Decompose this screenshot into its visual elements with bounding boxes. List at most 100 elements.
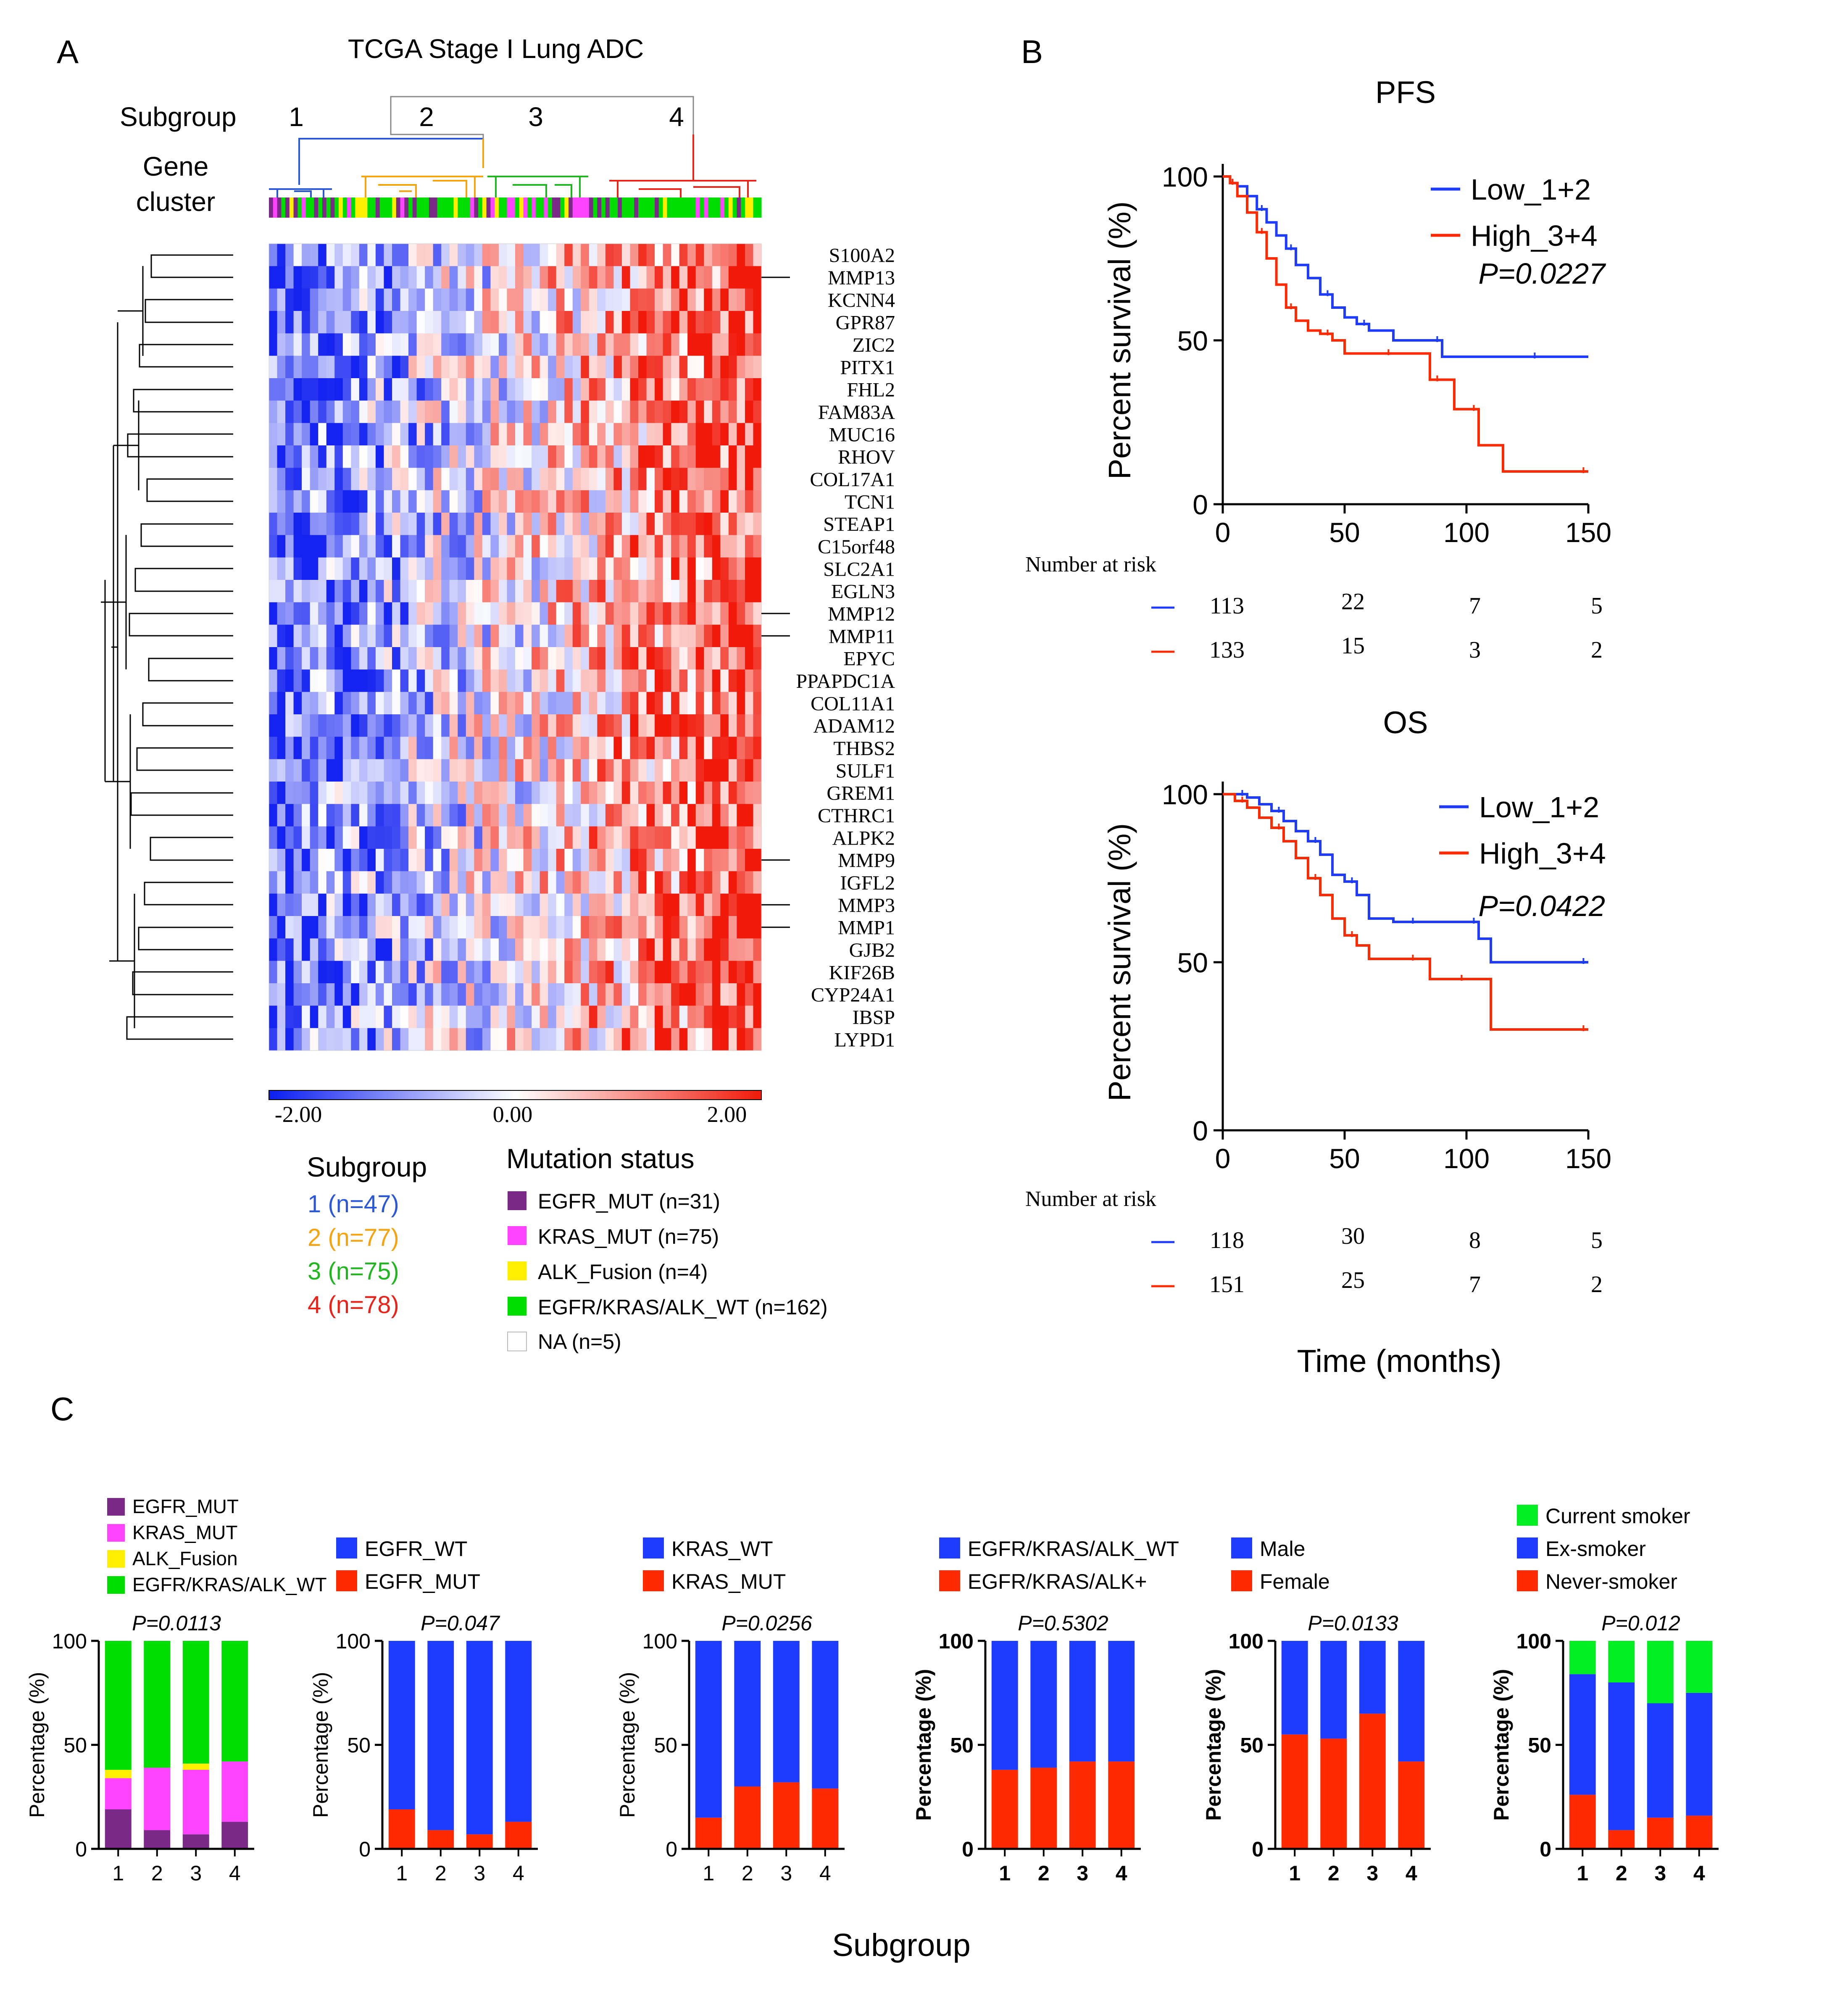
mutation-status-cell — [289, 197, 294, 218]
heatmap-cell — [359, 916, 368, 939]
heatmap-cell — [342, 782, 351, 804]
bar-x-tick-label: 1 — [112, 1861, 124, 1885]
heatmap-cell — [318, 714, 327, 737]
heatmap-cell — [712, 400, 721, 424]
heatmap-cell — [589, 804, 598, 827]
bar-segment — [105, 1809, 132, 1849]
heatmap-cell — [556, 804, 565, 827]
km-legend-label: Low_1+2 — [1479, 791, 1599, 824]
bar-legend-label: EGFR/KRAS/ALK_WT — [132, 1574, 327, 1595]
mutation-status-cell — [425, 197, 429, 218]
heatmap-cell — [458, 916, 466, 939]
heatmap-cell — [310, 400, 319, 424]
risk-count: 2 — [1591, 1272, 1603, 1298]
heatmap-cell — [277, 266, 286, 289]
heatmap-cell — [613, 288, 622, 311]
heatmap-cell — [342, 513, 351, 535]
km-y-tick-label: 50 — [1177, 325, 1208, 356]
heatmap-cell — [597, 400, 606, 424]
heatmap-cell — [712, 737, 721, 760]
heatmap-cell — [384, 288, 392, 311]
heatmap-cell — [605, 647, 614, 670]
heatmap-cell — [712, 804, 721, 827]
heatmap-cell — [384, 266, 392, 289]
heatmap-cell — [367, 1028, 376, 1051]
heatmap-cell — [441, 737, 450, 760]
heatmap-cell — [745, 490, 754, 513]
heatmap-cell — [408, 445, 417, 468]
heatmap-cell — [458, 737, 466, 760]
heatmap-cell — [482, 624, 491, 648]
heatmap-cell — [318, 311, 327, 334]
heatmap-cell — [482, 266, 491, 289]
heatmap-cell — [621, 647, 631, 670]
heatmap-cell — [704, 535, 713, 558]
heatmap-cell — [605, 669, 614, 692]
heatmap-cell — [466, 513, 474, 535]
heatmap-cell — [720, 244, 729, 266]
heatmap-cell — [581, 669, 590, 692]
heatmap-cell — [564, 759, 573, 782]
heatmap-cell — [646, 355, 655, 379]
heatmap-cell — [416, 1028, 425, 1051]
heatmap-cell — [532, 513, 540, 535]
mutation-status-cell — [704, 197, 708, 218]
heatmap-cell — [449, 333, 458, 356]
heatmap-cell — [482, 445, 491, 468]
heatmap-cell — [375, 1006, 384, 1029]
heatmap-cell — [753, 647, 762, 670]
heatmap-cell — [474, 893, 483, 916]
heatmap-cell — [753, 1028, 762, 1051]
heatmap-cell — [359, 333, 368, 356]
heatmap-cell — [556, 490, 565, 513]
heatmap-cell — [540, 647, 548, 670]
heatmap-cell — [646, 244, 655, 266]
heatmap-cell — [334, 513, 343, 535]
bar-segment — [1647, 1703, 1674, 1818]
heatmap-cell — [392, 782, 401, 804]
heatmap-cell — [441, 580, 450, 603]
heatmap-cell — [392, 311, 401, 334]
heatmap-cell — [285, 782, 294, 804]
heatmap-cell — [375, 647, 384, 670]
heatmap-cell — [507, 669, 516, 692]
heatmap-cell — [671, 938, 680, 961]
heatmap-cell — [458, 311, 466, 334]
heatmap-cell — [367, 266, 376, 289]
heatmap-cell — [605, 378, 614, 401]
heatmap-cell — [408, 759, 417, 782]
heatmap-cell — [704, 737, 713, 760]
km-x-tick-label: 50 — [1329, 517, 1360, 548]
heatmap-cell — [646, 893, 655, 916]
heatmap-cell — [589, 782, 598, 804]
heatmap-cell — [466, 826, 474, 849]
heatmap-cell — [695, 624, 704, 648]
heatmap-cell — [490, 1028, 499, 1051]
heatmap-cell — [293, 826, 302, 849]
mutation-status-cell — [281, 197, 286, 218]
heatmap-cell — [581, 535, 590, 558]
heatmap-cell — [671, 266, 680, 289]
heatmap-cell — [408, 782, 417, 804]
heatmap-cell — [375, 423, 384, 446]
heatmap-cell — [433, 445, 442, 468]
colorbar-mid-label: 0.00 — [493, 1102, 533, 1127]
heatmap-cell — [408, 826, 417, 849]
heatmap-cell — [425, 288, 434, 311]
heatmap-cell — [482, 916, 491, 939]
heatmap-cell — [556, 400, 565, 424]
heatmap-cell — [720, 513, 729, 535]
heatmap-cell — [613, 1006, 622, 1029]
heatmap-cell — [449, 826, 458, 849]
bar-legend-label: KRAS_WT — [671, 1537, 773, 1561]
heatmap-cell — [449, 871, 458, 894]
heatmap-cell — [695, 490, 704, 513]
bar-y-tick-label: 0 — [75, 1838, 87, 1861]
heatmap-cell — [326, 714, 335, 737]
heatmap-cell — [400, 311, 409, 334]
heatmap-cell — [679, 355, 688, 379]
heatmap-cell — [466, 849, 474, 871]
heatmap-cell — [646, 288, 655, 311]
heatmap-cell — [679, 624, 688, 648]
heatmap-cell — [342, 647, 351, 670]
